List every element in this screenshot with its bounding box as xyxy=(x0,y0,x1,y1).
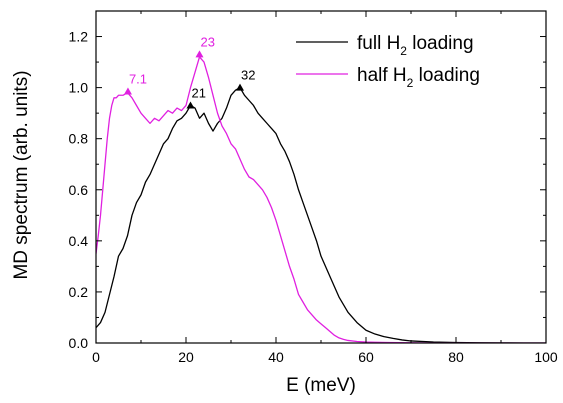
plot-frame xyxy=(95,10,547,344)
x-tick-label: 0 xyxy=(92,349,100,365)
y-tick-label: 1.0 xyxy=(69,80,89,96)
series-line-half-loading xyxy=(96,56,546,343)
x-tick-label: 80 xyxy=(448,349,464,365)
plot-area: 7.1 23 21 32 xyxy=(96,34,546,343)
y-tick-label: 0.8 xyxy=(69,131,89,147)
peak-marker-7-1 xyxy=(123,87,132,95)
x-tick-label: 40 xyxy=(268,349,284,365)
series-line-full-loading xyxy=(96,86,546,343)
x-tick-label: 20 xyxy=(178,349,194,365)
peak-label-21: 21 xyxy=(192,85,206,100)
legend-label-half-loading: half H2 loading xyxy=(357,65,480,90)
peak-label-7-1: 7.1 xyxy=(129,71,147,86)
x-axis-title: E (meV) xyxy=(286,375,356,396)
legend-label-full-loading: full H2 loading xyxy=(357,33,474,58)
y-tick-label: 0.2 xyxy=(69,284,89,300)
x-tick-label: 60 xyxy=(358,349,374,365)
peak-label-32: 32 xyxy=(241,68,255,83)
peak-label-23: 23 xyxy=(201,34,215,49)
y-tick-label: 0.6 xyxy=(69,182,89,198)
peak-marker-32 xyxy=(236,83,244,91)
y-axis-title: MD spectrum (arb. units) xyxy=(11,70,32,279)
x-tick-label: 100 xyxy=(534,349,558,365)
legend: full H2 loading half H2 loading xyxy=(296,33,480,90)
peak-marker-23 xyxy=(195,50,204,58)
y-tick-label: 1.2 xyxy=(69,29,89,45)
peak-marker-21 xyxy=(186,101,195,109)
y-tick-label: 0.4 xyxy=(69,233,89,249)
axes: 0 20 40 60 80 100 0.0 0.2 0.4 0.6 0.8 1.0 1.2 xyxy=(69,10,558,365)
y-tick-label: 0.0 xyxy=(69,335,89,351)
